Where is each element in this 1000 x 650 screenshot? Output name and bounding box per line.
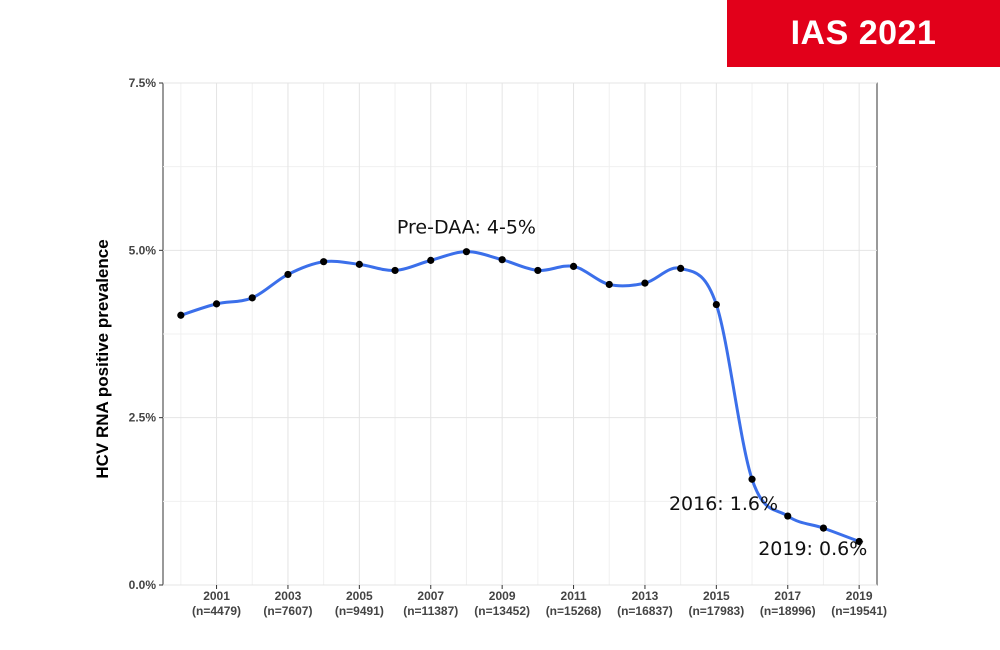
annotation-label: 2016: 1.6% — [669, 493, 778, 515]
x-tick-sublabel: (n=16837) — [617, 604, 673, 618]
x-tick-sublabel: (n=7607) — [263, 604, 312, 618]
x-tick-label: 2009 — [489, 589, 516, 603]
data-point — [784, 512, 792, 520]
x-tick-label: 2015 — [703, 589, 730, 603]
data-point — [641, 279, 649, 287]
x-tick-sublabel: (n=17983) — [688, 604, 744, 618]
data-point — [569, 262, 578, 270]
x-tick-label: 2001 — [203, 589, 230, 603]
data-point — [712, 300, 720, 309]
y-tick-label: 2.5% — [129, 411, 157, 425]
data-point — [177, 311, 185, 319]
x-tick-sublabel: (n=18996) — [760, 604, 816, 618]
conference-badge: IAS 2021 — [727, 0, 1000, 67]
data-point — [212, 300, 221, 308]
annotation-label: Pre-DAA: 4-5% — [397, 217, 536, 239]
conference-badge-text: IAS 2021 — [790, 14, 937, 52]
y-tick-label: 5.0% — [129, 243, 157, 257]
data-point — [391, 266, 399, 275]
data-point — [248, 294, 256, 302]
x-axis-ticks: 2001(n=4479) 2003(n=7607) 2005(n=9491) 2007… — [192, 585, 887, 618]
x-tick-label: 2011 — [561, 589, 587, 603]
x-tick-label: 2013 — [632, 589, 659, 603]
y-tick-label: 0.0% — [129, 578, 157, 592]
x-tick-sublabel: (n=4479) — [192, 604, 241, 618]
x-tick-sublabel: (n=11387) — [403, 604, 458, 618]
x-tick-sublabel: (n=13452) — [474, 604, 530, 618]
gridlines — [163, 82, 877, 586]
annotations: Pre-DAA: 4-5% 2016: 1.6% 2019: 0.6% — [397, 217, 867, 560]
data-point — [355, 260, 363, 268]
y-axis-ticks: 0.0% 2.5% 5.0% 7.5% — [129, 76, 163, 592]
data-point — [498, 256, 506, 264]
data-point — [284, 270, 292, 279]
series-group — [177, 248, 863, 546]
y-tick-label: 7.5% — [129, 76, 157, 90]
y-axis-label: HCV RNA positive prevalence — [93, 239, 112, 478]
data-point — [677, 264, 685, 273]
data-point — [462, 248, 471, 256]
data-point — [320, 258, 328, 266]
data-point — [748, 475, 756, 483]
data-point — [819, 524, 828, 532]
x-tick-sublabel: (n=9491) — [335, 604, 384, 618]
data-point — [427, 256, 435, 264]
x-tick-label: 2019 — [846, 589, 873, 603]
annotation-label: 2019: 0.6% — [758, 538, 867, 560]
x-tick-label: 2003 — [275, 589, 302, 603]
data-point — [855, 537, 863, 546]
x-tick-sublabel: (n=15268) — [546, 604, 602, 618]
data-point — [605, 280, 613, 289]
x-tick-sublabel: (n=19541) — [831, 604, 887, 618]
x-tick-label: 2017 — [774, 589, 801, 603]
x-tick-label: 2007 — [417, 589, 444, 603]
data-point — [534, 266, 542, 275]
x-tick-label: 2005 — [346, 589, 373, 603]
